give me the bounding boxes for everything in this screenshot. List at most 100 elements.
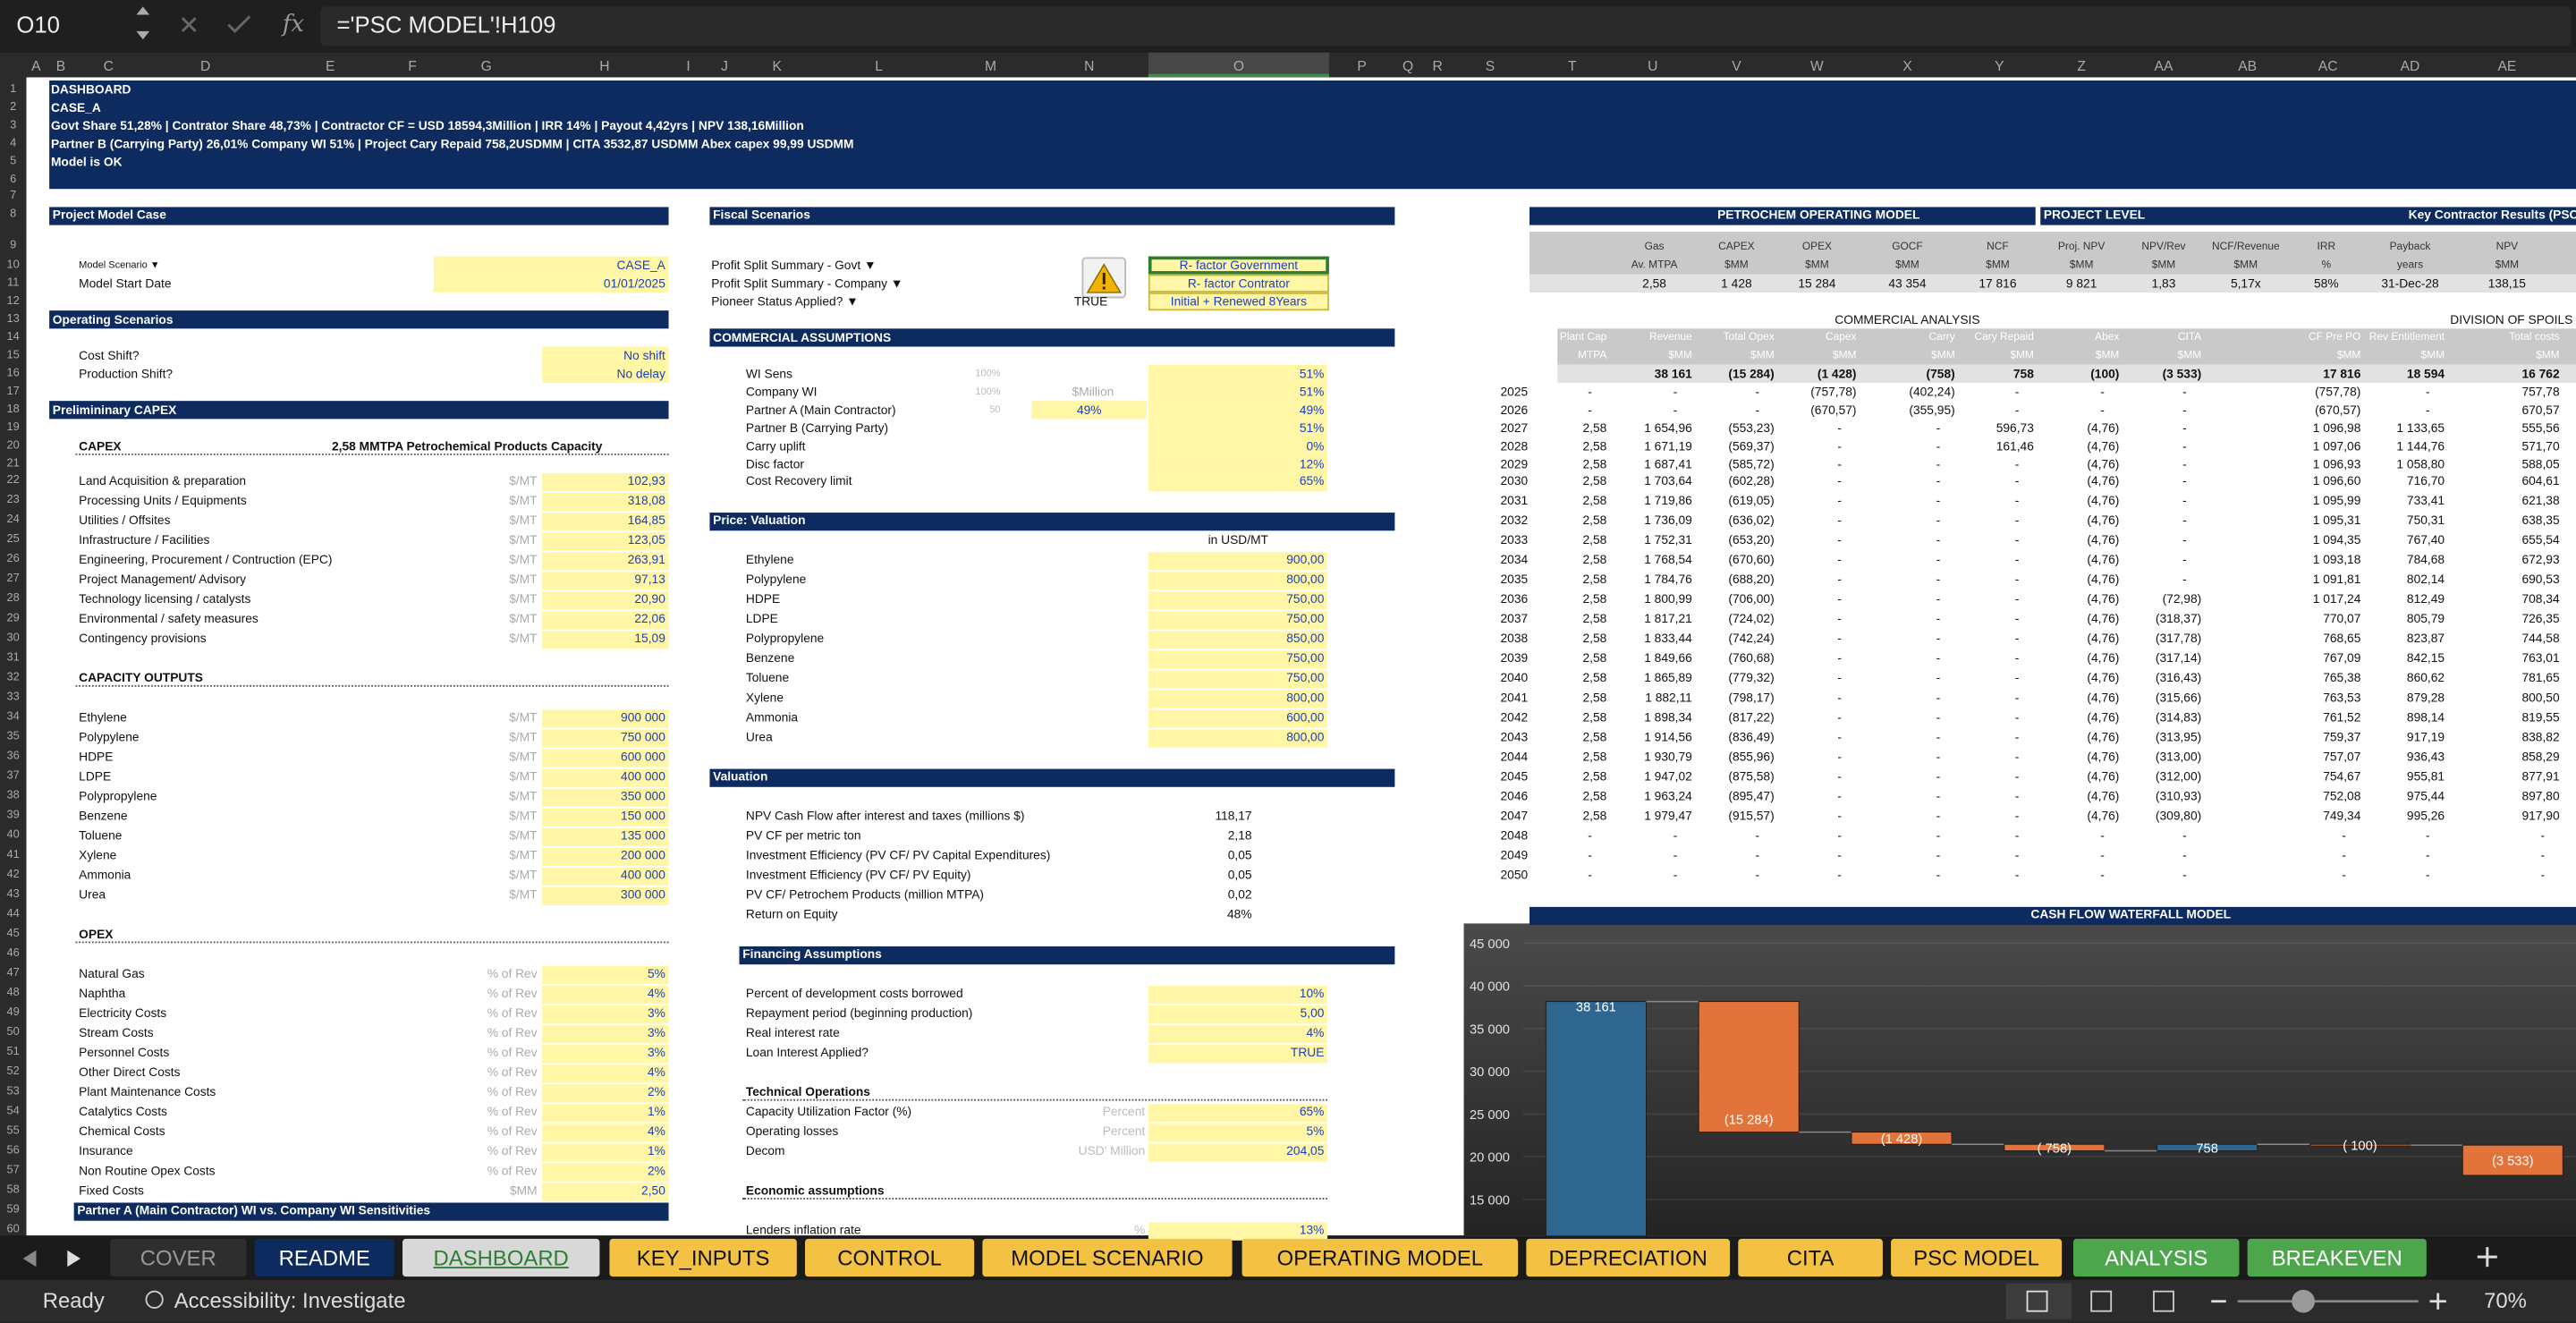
field-value[interactable]: 123,05 — [627, 532, 665, 547]
field-value[interactable]: TRUE — [1290, 1045, 1325, 1060]
column-header[interactable]: U — [1648, 57, 1658, 74]
row-header[interactable]: 23 — [6, 494, 20, 506]
row-header[interactable]: 24 — [6, 513, 20, 526]
row-header[interactable]: 5 — [10, 155, 17, 167]
page-break-icon[interactable] — [2153, 1290, 2174, 1312]
field-value[interactable]: 51% — [1299, 383, 1325, 399]
field-value[interactable]: 4% — [1306, 1025, 1325, 1040]
row-header[interactable]: 2 — [10, 101, 17, 114]
column-header[interactable]: J — [721, 57, 728, 74]
row-header[interactable]: 13 — [6, 312, 20, 325]
field-value[interactable]: 102,93 — [627, 472, 665, 488]
column-header[interactable]: X — [1902, 57, 1912, 74]
accessibility-status[interactable]: Accessibility: Investigate — [174, 1288, 406, 1313]
sheet-tab[interactable] — [1891, 1238, 2063, 1277]
zoom-level[interactable]: 70% — [2484, 1288, 2527, 1313]
sheet-tab-label[interactable]: README — [278, 1245, 370, 1270]
row-header[interactable]: 18 — [6, 403, 20, 415]
sheet-tab-label[interactable]: CITA — [1786, 1245, 1835, 1270]
row-header[interactable]: 52 — [6, 1066, 20, 1078]
field-value[interactable]: 10% — [1299, 986, 1325, 1001]
sheet-tab[interactable] — [1738, 1238, 1883, 1277]
column-header[interactable]: K — [772, 57, 782, 74]
column-header[interactable]: L — [875, 57, 883, 74]
sheet-tab[interactable] — [2072, 1238, 2240, 1277]
field-value[interactable]: 900,00 — [1286, 552, 1325, 567]
sheet-tab-label[interactable]: BREAKEVEN — [2271, 1245, 2402, 1270]
row-header[interactable]: 9 — [10, 240, 17, 252]
field-value[interactable]: 204,05 — [1286, 1143, 1325, 1158]
row-header[interactable]: 29 — [6, 613, 20, 624]
sheet-tab-label[interactable]: MODEL SCENARIO — [1011, 1245, 1204, 1270]
row-header[interactable]: 39 — [6, 810, 20, 822]
field-value[interactable]: CASE_A — [616, 257, 665, 272]
column-header[interactable]: AC — [2318, 57, 2338, 74]
row-header[interactable]: 36 — [6, 751, 20, 763]
row-header[interactable]: 15 — [6, 349, 20, 361]
field-value[interactable]: 2% — [647, 1163, 665, 1178]
field-value[interactable]: 51% — [1299, 365, 1325, 381]
field-value[interactable]: 2% — [647, 1084, 665, 1099]
field-value[interactable]: 600 000 — [621, 749, 665, 765]
dropdown-cell[interactable] — [1148, 274, 1329, 293]
column-header[interactable]: G — [480, 57, 492, 74]
row-header[interactable]: 50 — [6, 1026, 20, 1039]
field-value[interactable]: 800,00 — [1286, 690, 1325, 705]
field-value[interactable]: 4% — [647, 1064, 665, 1080]
row-header[interactable]: 59 — [6, 1204, 20, 1217]
sheet-tab[interactable] — [1241, 1238, 1519, 1277]
row-header[interactable]: 1 — [10, 83, 17, 96]
field-value[interactable]: 150 000 — [621, 808, 665, 824]
field-value[interactable]: 400 000 — [621, 867, 665, 883]
row-header[interactable]: 19 — [6, 421, 20, 433]
field-value[interactable]: 750,00 — [1286, 591, 1325, 606]
function-icon[interactable]: fx — [282, 11, 304, 38]
field-value[interactable]: 49% — [1299, 402, 1325, 417]
row-header[interactable]: 47 — [6, 967, 20, 980]
field-value[interactable]: 3% — [647, 1005, 665, 1021]
name-box[interactable]: O10 — [16, 11, 60, 38]
column-header[interactable]: AD — [2400, 57, 2420, 74]
field-value[interactable]: 15,09 — [634, 631, 665, 646]
row-header[interactable]: 48 — [6, 987, 20, 999]
field-value[interactable]: 900 000 — [621, 709, 665, 725]
field-value[interactable]: 1% — [647, 1143, 665, 1158]
field-value[interactable]: 263,91 — [627, 552, 665, 567]
column-header[interactable]: D — [199, 57, 211, 74]
field-value[interactable]: No delay — [616, 365, 665, 381]
cancel-icon[interactable] — [181, 17, 197, 32]
row-header[interactable]: 41 — [6, 849, 20, 861]
row-header[interactable]: 8 — [10, 208, 17, 221]
column-header[interactable]: P — [1357, 57, 1367, 74]
column-header[interactable]: F — [408, 57, 417, 74]
row-header[interactable]: 22 — [6, 474, 20, 487]
field-value[interactable]: R- factor Government — [1179, 257, 1299, 272]
row-header[interactable]: 54 — [6, 1106, 20, 1117]
field-value[interactable]: 01/01/2025 — [603, 275, 665, 291]
row-header[interactable]: 25 — [6, 533, 20, 546]
row-header[interactable]: 38 — [6, 790, 20, 802]
sheet-tab[interactable] — [402, 1238, 600, 1277]
sheet-tab-label[interactable]: KEY_INPUTS — [636, 1245, 770, 1270]
add-sheet[interactable] — [2477, 1247, 2497, 1268]
row-header[interactable]: 6 — [10, 173, 17, 185]
row-header[interactable]: 46 — [6, 947, 20, 960]
field-value[interactable]: 4% — [647, 1124, 665, 1139]
row-header[interactable]: 58 — [6, 1184, 20, 1197]
row-header[interactable]: 55 — [6, 1125, 20, 1138]
column-header[interactable]: I — [686, 57, 691, 74]
column-header[interactable]: V — [1732, 57, 1741, 74]
column-header[interactable]: M — [985, 57, 997, 74]
field-value[interactable]: 600,00 — [1286, 709, 1325, 725]
field-value[interactable]: 51% — [1299, 420, 1325, 435]
column-header[interactable]: A — [31, 57, 41, 74]
row-header[interactable]: 37 — [6, 770, 20, 783]
row-header[interactable]: 17 — [6, 385, 20, 397]
field-value[interactable]: 65% — [1299, 472, 1325, 488]
tab-prev[interactable] — [22, 1250, 37, 1268]
field-value[interactable]: R- factor Contrator — [1187, 275, 1290, 291]
row-header[interactable]: 56 — [6, 1145, 20, 1158]
field-value[interactable]: 97,13 — [634, 572, 665, 587]
confirm-icon[interactable] — [227, 15, 251, 33]
column-header[interactable]: AE — [2497, 57, 2517, 74]
